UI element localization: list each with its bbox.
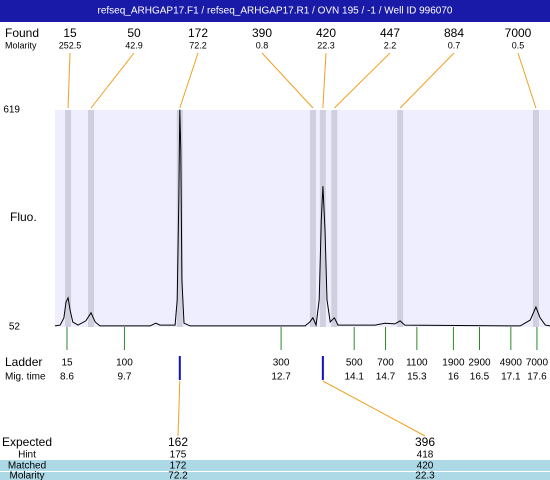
ladder-size: 15	[61, 358, 73, 369]
ladder-size: 300	[273, 358, 290, 369]
found-band	[397, 110, 404, 327]
found-band	[331, 110, 338, 327]
title-bar	[0, 0, 550, 22]
found-connector	[322, 52, 327, 109]
ladder-size: 700	[377, 358, 394, 369]
found-band	[309, 110, 316, 327]
ladder-size: 1900	[442, 358, 465, 369]
found-band	[65, 110, 72, 327]
found-band	[319, 110, 326, 327]
found-band	[176, 110, 183, 327]
ladder-size: 1100	[406, 358, 428, 369]
matched-label: Matched	[8, 461, 46, 472]
matched-molarity: 22.3	[415, 471, 435, 480]
matched-size: 172	[170, 461, 187, 472]
found-connector	[399, 52, 455, 109]
found-size: 447	[380, 26, 400, 40]
molarity-label: Molarity	[5, 40, 37, 50]
found-molarity: 42.9	[125, 40, 143, 50]
found-molarity: 72.2	[189, 40, 207, 50]
y-axis-label: Fluo.	[10, 210, 37, 224]
ladder-time: 12.7	[271, 372, 291, 383]
y-tick-label: 619	[3, 105, 20, 116]
expected-connector	[322, 380, 426, 437]
found-size: 7000	[505, 26, 532, 40]
ladder-time: 16	[448, 372, 460, 383]
ladder-size: 100	[116, 358, 133, 369]
found-band	[88, 110, 95, 327]
found-molarity: 22.3	[317, 40, 335, 50]
found-molarity: 0.5	[512, 40, 525, 50]
matched-size: 420	[417, 461, 434, 472]
found-label: Found	[5, 26, 39, 40]
trace	[54, 109, 550, 327]
ladder-time: 15.3	[407, 372, 427, 383]
found-connector	[517, 52, 537, 109]
found-connector	[261, 52, 314, 109]
found-molarity: 252.5	[59, 40, 82, 50]
matched-row	[0, 460, 550, 471]
found-size: 50	[127, 26, 141, 40]
expected-size: 162	[168, 435, 188, 449]
y-tick-label: 52	[9, 322, 21, 333]
expected-connector	[177, 380, 181, 437]
ladder-time: 14.1	[344, 372, 364, 383]
found-size: 15	[63, 26, 77, 40]
found-size: 420	[316, 26, 336, 40]
ladder-time: 17.6	[527, 372, 547, 383]
ladder-time: 14.7	[376, 372, 396, 383]
found-molarity: 2.2	[384, 40, 397, 50]
found-size: 390	[252, 26, 272, 40]
found-molarity: 0.8	[256, 40, 269, 50]
ladder-time: 16.5	[470, 372, 490, 383]
found-connector	[67, 52, 71, 109]
ladder-size: 4900	[500, 358, 523, 369]
ladder-time: 17.1	[501, 372, 521, 383]
found-band	[532, 110, 539, 327]
found-connector	[179, 52, 199, 109]
ladder-label: Ladder	[5, 355, 42, 369]
bottom-molarity-label: Molarity	[9, 471, 44, 480]
expected-label: Expected	[2, 435, 52, 449]
hint-size: 175	[170, 450, 187, 461]
ladder-time: 9.7	[117, 372, 131, 383]
matched-molarity: 72.2	[168, 471, 188, 480]
mig-time-label: Mig. time	[5, 372, 46, 383]
found-size: 172	[188, 26, 208, 40]
chart-title: refseq_ARHGAP17.F1 / refseq_ARHGAP17.R1 …	[98, 6, 453, 17]
hint-label: Hint	[18, 450, 36, 461]
found-connector	[90, 52, 135, 109]
expected-size: 396	[415, 435, 435, 449]
ladder-size: 7000	[526, 358, 549, 369]
ladder-size: 500	[346, 358, 363, 369]
found-molarity: 0.7	[448, 40, 461, 50]
plot-area	[55, 110, 550, 327]
ladder-size: 2900	[468, 358, 491, 369]
ladder-time: 8.6	[60, 372, 74, 383]
found-size: 884	[444, 26, 464, 40]
molarity-row	[0, 472, 550, 480]
hint-size: 418	[417, 450, 434, 461]
found-connector	[333, 52, 391, 109]
